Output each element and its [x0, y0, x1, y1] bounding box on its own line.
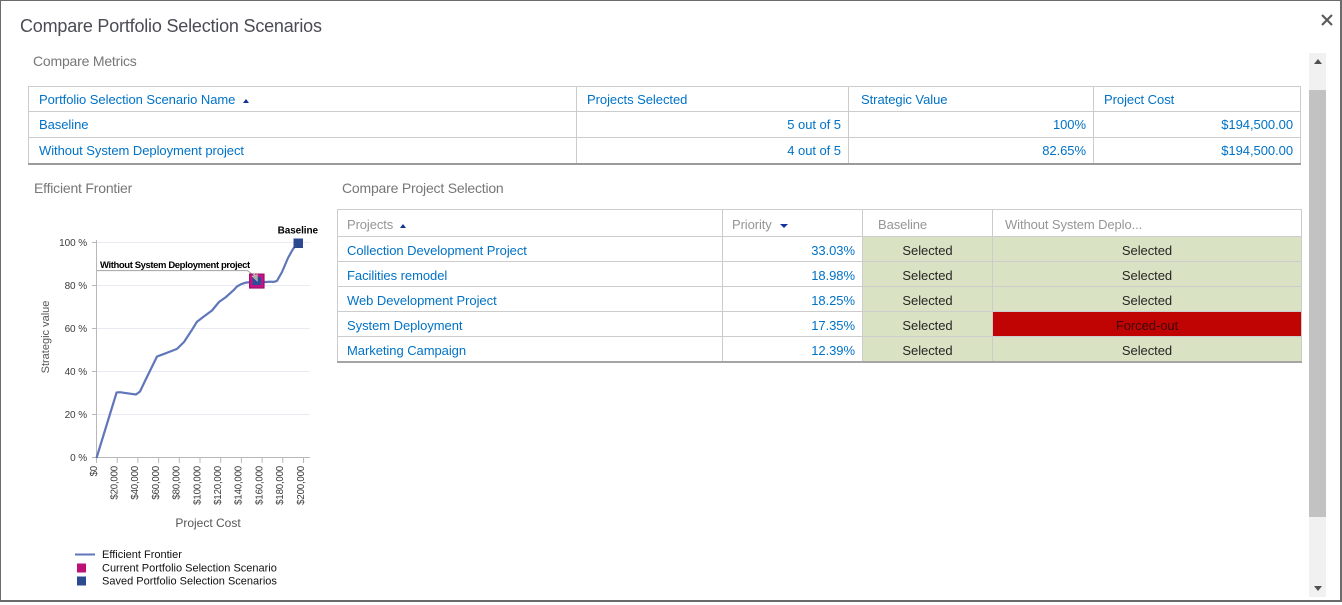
svg-text:0 %: 0 %: [70, 453, 87, 464]
svg-text:100 %: 100 %: [59, 238, 87, 249]
svg-text:$160,000: $160,000: [254, 465, 265, 505]
svg-text:Without System Deployment proj: Without System Deployment project: [100, 260, 251, 271]
svg-text:$140,000: $140,000: [234, 465, 245, 505]
svg-text:$80,000: $80,000: [172, 465, 183, 499]
svg-text:Project Cost: Project Cost: [175, 516, 241, 530]
svg-text:40 %: 40 %: [65, 367, 88, 378]
svg-text:Current Portfolio Selection Sc: Current Portfolio Selection Scenario: [102, 563, 277, 575]
svg-text:Baseline: Baseline: [278, 226, 319, 237]
svg-text:Strategic value: Strategic value: [40, 301, 52, 374]
svg-text:$20,000: $20,000: [110, 465, 121, 499]
svg-text:20 %: 20 %: [65, 410, 88, 421]
svg-text:Saved Portfolio Selection Scen: Saved Portfolio Selection Scenarios: [102, 576, 277, 588]
svg-text:$200,000: $200,000: [296, 465, 307, 505]
svg-text:$120,000: $120,000: [213, 465, 224, 505]
svg-text:Efficient Frontier: Efficient Frontier: [102, 549, 182, 561]
svg-text:$40,000: $40,000: [130, 465, 141, 499]
svg-text:$180,000: $180,000: [275, 465, 286, 505]
svg-text:$60,000: $60,000: [151, 465, 162, 499]
svg-text:$100,000: $100,000: [192, 465, 203, 505]
svg-text:$0: $0: [89, 465, 100, 476]
svg-text:60 %: 60 %: [65, 324, 88, 335]
svg-text:80 %: 80 %: [65, 281, 88, 292]
